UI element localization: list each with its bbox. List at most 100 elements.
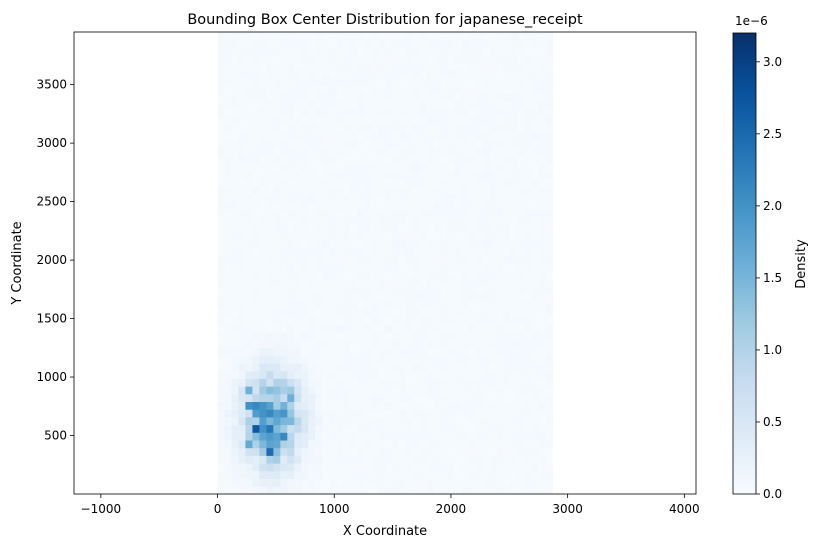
heatmap-cell bbox=[538, 386, 546, 395]
heatmap-cell bbox=[510, 255, 518, 264]
heatmap-cell bbox=[461, 409, 470, 418]
heatmap-cell bbox=[231, 286, 239, 295]
heatmap-cell bbox=[385, 447, 393, 456]
heatmap-cell bbox=[454, 47, 463, 56]
heatmap-cell bbox=[510, 432, 518, 441]
heatmap-cell bbox=[294, 432, 302, 441]
heatmap-cell bbox=[385, 162, 393, 171]
heatmap-cell bbox=[385, 470, 393, 479]
heatmap-cell bbox=[315, 309, 323, 318]
heatmap-cell bbox=[419, 355, 428, 364]
heatmap-cell bbox=[252, 85, 260, 94]
heatmap-cell bbox=[398, 278, 407, 287]
heatmap-cell bbox=[468, 155, 477, 164]
heatmap-cell bbox=[280, 239, 288, 248]
heatmap-cell bbox=[322, 432, 330, 441]
heatmap-cell bbox=[385, 378, 393, 387]
heatmap-cell bbox=[280, 386, 288, 395]
heatmap-cell bbox=[419, 486, 428, 494]
heatmap-cell bbox=[266, 316, 274, 325]
heatmap-cell bbox=[398, 132, 407, 141]
heatmap-cell bbox=[224, 101, 232, 110]
heatmap-cell bbox=[294, 424, 302, 433]
heatmap-cell bbox=[531, 247, 539, 256]
heatmap-cell bbox=[364, 224, 372, 233]
heatmap-cell bbox=[322, 116, 330, 125]
heatmap-cell bbox=[245, 386, 253, 395]
heatmap-cell bbox=[378, 378, 386, 387]
heatmap-cell bbox=[489, 486, 498, 494]
heatmap-cell bbox=[350, 178, 358, 187]
heatmap-cell bbox=[440, 132, 449, 141]
heatmap-cell bbox=[364, 347, 372, 356]
heatmap-cell bbox=[496, 232, 505, 241]
heatmap-cell bbox=[371, 70, 379, 79]
heatmap-cell bbox=[364, 178, 372, 187]
heatmap-cell bbox=[245, 424, 253, 433]
heatmap-cell bbox=[378, 370, 386, 379]
heatmap-cell bbox=[280, 109, 288, 118]
heatmap-cell bbox=[315, 355, 323, 364]
heatmap-cell bbox=[440, 155, 449, 164]
heatmap-cell bbox=[454, 340, 463, 349]
heatmap-cell bbox=[371, 340, 379, 349]
heatmap-cell bbox=[433, 178, 442, 187]
heatmap-cell bbox=[531, 47, 539, 56]
heatmap-cell bbox=[489, 470, 498, 479]
heatmap-cell bbox=[378, 124, 386, 133]
heatmap-cell bbox=[385, 93, 393, 102]
heatmap-cell bbox=[538, 116, 546, 125]
heatmap-cell bbox=[308, 85, 316, 94]
heatmap-cell bbox=[301, 370, 309, 379]
heatmap-cell bbox=[538, 440, 546, 449]
heatmap-cell bbox=[468, 162, 477, 171]
heatmap-cell bbox=[273, 101, 281, 110]
heatmap-cell bbox=[252, 347, 260, 356]
heatmap-cell bbox=[294, 216, 302, 225]
heatmap-cell bbox=[322, 239, 330, 248]
heatmap-cell bbox=[301, 247, 309, 256]
heatmap-cell bbox=[266, 32, 274, 41]
heatmap-cell bbox=[315, 324, 323, 333]
heatmap-cell bbox=[503, 486, 511, 494]
heatmap-cell bbox=[280, 32, 288, 41]
heatmap-cell bbox=[419, 424, 428, 433]
heatmap-cell bbox=[489, 478, 498, 487]
heatmap-cell bbox=[545, 132, 553, 141]
heatmap-cell bbox=[385, 101, 393, 110]
heatmap-cell bbox=[308, 201, 316, 210]
heatmap-cell bbox=[440, 470, 449, 479]
heatmap-cell bbox=[280, 101, 288, 110]
heatmap-cell bbox=[343, 332, 351, 341]
heatmap-cell bbox=[252, 216, 260, 225]
heatmap-cell bbox=[308, 301, 316, 310]
heatmap-cell bbox=[217, 178, 225, 187]
heatmap-cell bbox=[545, 239, 553, 248]
heatmap-cell bbox=[245, 93, 253, 102]
heatmap-cell bbox=[440, 417, 449, 426]
heatmap-cell bbox=[510, 162, 518, 171]
heatmap-cell bbox=[217, 424, 225, 433]
heatmap-cell bbox=[308, 255, 316, 264]
heatmap-cell bbox=[503, 378, 511, 387]
heatmap-cell bbox=[468, 417, 477, 426]
heatmap-cell bbox=[419, 85, 428, 94]
heatmap-cell bbox=[315, 170, 323, 179]
heatmap-cell bbox=[531, 232, 539, 241]
heatmap-cell bbox=[231, 170, 239, 179]
heatmap-cell bbox=[343, 370, 351, 379]
heatmap-cell bbox=[357, 263, 365, 272]
heatmap-cell bbox=[447, 224, 456, 233]
heatmap-cell bbox=[510, 78, 518, 87]
heatmap-cell bbox=[461, 447, 470, 456]
heatmap-cell bbox=[336, 93, 344, 102]
heatmap-cell bbox=[440, 239, 449, 248]
heatmap-cell bbox=[405, 101, 414, 110]
heatmap-cell bbox=[217, 447, 225, 456]
heatmap-cell bbox=[217, 355, 225, 364]
heatmap-cell bbox=[280, 78, 288, 87]
heatmap-cell bbox=[329, 255, 337, 264]
heatmap-cell bbox=[510, 278, 518, 287]
heatmap-cell bbox=[294, 386, 302, 395]
heatmap-cell bbox=[301, 93, 309, 102]
